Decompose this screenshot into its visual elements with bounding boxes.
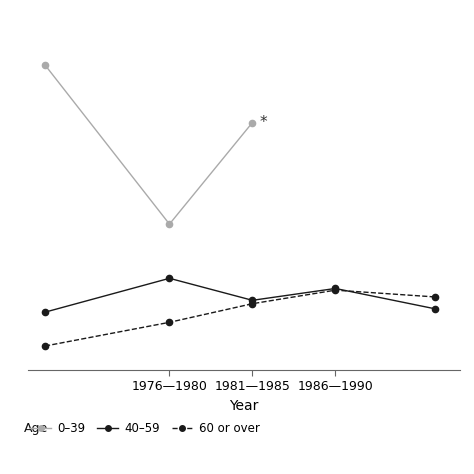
Text: Age: Age [24, 422, 48, 435]
Legend: 0–39, 40–59, 60 or over: 0–39, 40–59, 60 or over [30, 422, 260, 435]
Text: *: * [260, 115, 267, 130]
X-axis label: Year: Year [229, 399, 259, 413]
